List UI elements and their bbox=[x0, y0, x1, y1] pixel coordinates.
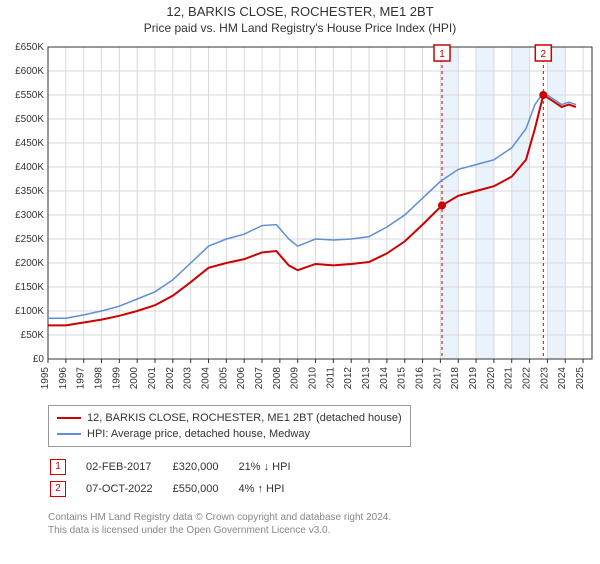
svg-text:2006: 2006 bbox=[236, 367, 247, 390]
footer-line: Contains HM Land Registry data © Crown c… bbox=[48, 511, 600, 524]
svg-text:2009: 2009 bbox=[290, 367, 301, 390]
footer: Contains HM Land Registry data © Crown c… bbox=[48, 511, 600, 537]
legend-swatch bbox=[57, 417, 81, 419]
svg-text:2017: 2017 bbox=[432, 367, 443, 390]
svg-text:2022: 2022 bbox=[522, 367, 533, 390]
svg-text:2005: 2005 bbox=[218, 367, 229, 390]
svg-text:£250K: £250K bbox=[15, 234, 44, 245]
svg-text:£550K: £550K bbox=[15, 90, 44, 101]
svg-text:1998: 1998 bbox=[94, 367, 105, 390]
svg-text:2025: 2025 bbox=[575, 367, 586, 390]
svg-text:2: 2 bbox=[541, 49, 547, 60]
svg-text:2024: 2024 bbox=[557, 367, 568, 390]
svg-text:2012: 2012 bbox=[343, 367, 354, 390]
svg-text:2000: 2000 bbox=[129, 367, 140, 390]
svg-text:2003: 2003 bbox=[183, 367, 194, 390]
transaction-date: 07-OCT-2022 bbox=[86, 479, 171, 499]
svg-text:2001: 2001 bbox=[147, 367, 158, 390]
table-row: 2 07-OCT-2022 £550,000 4% ↑ HPI bbox=[50, 479, 309, 499]
transactions-table: 1 02-FEB-2017 £320,000 21% ↓ HPI 2 07-OC… bbox=[48, 455, 311, 501]
legend-item: HPI: Average price, detached house, Medw… bbox=[57, 426, 402, 442]
svg-text:2019: 2019 bbox=[468, 367, 479, 390]
legend-label: 12, BARKIS CLOSE, ROCHESTER, ME1 2BT (de… bbox=[87, 410, 402, 426]
transaction-delta: 4% ↑ HPI bbox=[239, 479, 309, 499]
svg-text:1999: 1999 bbox=[111, 367, 122, 390]
svg-text:£200K: £200K bbox=[15, 258, 44, 269]
page-title: 12, BARKIS CLOSE, ROCHESTER, ME1 2BT bbox=[0, 4, 600, 19]
svg-text:2010: 2010 bbox=[308, 367, 319, 390]
svg-text:£50K: £50K bbox=[21, 330, 45, 341]
chart-container: £0 £50K £100K £150K £200K £250K £300K £350K £400… bbox=[0, 39, 600, 399]
svg-text:2007: 2007 bbox=[254, 367, 265, 390]
svg-text:£150K: £150K bbox=[15, 282, 44, 293]
svg-text:£600K: £600K bbox=[15, 66, 44, 77]
svg-text:1: 1 bbox=[439, 49, 445, 60]
svg-text:2018: 2018 bbox=[450, 367, 461, 390]
svg-text:2020: 2020 bbox=[486, 367, 497, 390]
transaction-delta: 21% ↓ HPI bbox=[239, 457, 309, 477]
transaction-marker: 2 bbox=[50, 481, 66, 497]
svg-text:1996: 1996 bbox=[58, 367, 69, 390]
legend-label: HPI: Average price, detached house, Medw… bbox=[87, 426, 310, 442]
svg-text:£450K: £450K bbox=[15, 138, 44, 149]
legend-swatch bbox=[57, 433, 81, 435]
svg-text:£650K: £650K bbox=[15, 42, 44, 53]
svg-text:£100K: £100K bbox=[15, 306, 44, 317]
table-row: 1 02-FEB-2017 £320,000 21% ↓ HPI bbox=[50, 457, 309, 477]
svg-text:2023: 2023 bbox=[539, 367, 550, 390]
legend: 12, BARKIS CLOSE, ROCHESTER, ME1 2BT (de… bbox=[48, 405, 411, 447]
line-chart: £0 £50K £100K £150K £200K £250K £300K £350K £400… bbox=[0, 39, 600, 399]
svg-text:2016: 2016 bbox=[415, 367, 426, 390]
transaction-price: £550,000 bbox=[173, 479, 237, 499]
svg-text:2004: 2004 bbox=[201, 367, 212, 390]
svg-text:2008: 2008 bbox=[272, 367, 283, 390]
legend-item: 12, BARKIS CLOSE, ROCHESTER, ME1 2BT (de… bbox=[57, 410, 402, 426]
svg-text:2014: 2014 bbox=[379, 367, 390, 390]
svg-text:1997: 1997 bbox=[76, 367, 87, 390]
transaction-date: 02-FEB-2017 bbox=[86, 457, 171, 477]
svg-text:2013: 2013 bbox=[361, 367, 372, 390]
svg-text:2011: 2011 bbox=[325, 367, 336, 389]
svg-text:2021: 2021 bbox=[504, 367, 515, 390]
svg-text:2002: 2002 bbox=[165, 367, 176, 390]
svg-text:£400K: £400K bbox=[15, 162, 44, 173]
svg-text:£0: £0 bbox=[33, 354, 45, 365]
svg-text:1995: 1995 bbox=[40, 367, 51, 390]
transaction-marker: 1 bbox=[50, 459, 66, 475]
svg-text:2015: 2015 bbox=[397, 367, 408, 390]
page-subtitle: Price paid vs. HM Land Registry's House … bbox=[0, 21, 600, 35]
svg-text:£500K: £500K bbox=[15, 114, 44, 125]
transaction-price: £320,000 bbox=[173, 457, 237, 477]
svg-text:£300K: £300K bbox=[15, 210, 44, 221]
svg-text:£350K: £350K bbox=[15, 186, 44, 197]
footer-line: This data is licensed under the Open Gov… bbox=[48, 524, 600, 537]
